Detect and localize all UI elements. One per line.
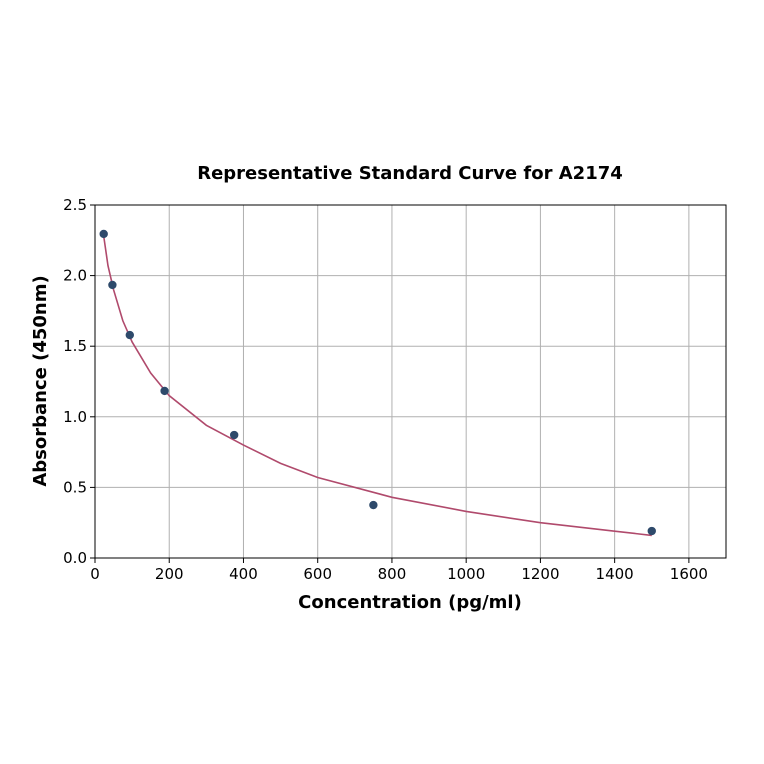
data-point bbox=[99, 229, 108, 239]
x-tick-label: 1200 bbox=[521, 565, 559, 583]
x-tick-label: 400 bbox=[229, 565, 258, 583]
plot-frame bbox=[94, 204, 727, 559]
ticks: 0 200 400 600 800 1000 1200 1400 1600 0.0 0.5 1.0 1.… bbox=[63, 196, 708, 583]
data-point bbox=[369, 500, 378, 510]
x-axis-label: Concentration (pg/ml) bbox=[298, 592, 522, 613]
y-tick-label: 0.0 bbox=[63, 549, 87, 567]
x-tick-label: 1600 bbox=[670, 565, 708, 583]
y-axis-label: Absorbance (450nm) bbox=[30, 275, 51, 486]
x-tick-label: 200 bbox=[155, 565, 184, 583]
y-tick-label: 1.5 bbox=[63, 337, 87, 355]
data-point bbox=[125, 330, 134, 340]
data-point bbox=[108, 280, 117, 290]
x-tick-label: 1400 bbox=[596, 565, 634, 583]
data-points bbox=[99, 229, 656, 536]
grid bbox=[94, 204, 726, 559]
y-tick-label: 0.5 bbox=[63, 478, 87, 496]
x-tick-label: 1000 bbox=[447, 565, 485, 583]
y-tick-label: 2.0 bbox=[63, 267, 87, 285]
y-tick-label: 1.0 bbox=[63, 408, 87, 426]
x-tick-label: 800 bbox=[378, 565, 407, 583]
chart-title: Representative Standard Curve for A2174 bbox=[197, 163, 623, 184]
fit-curve bbox=[102, 235, 652, 537]
x-tick-label: 600 bbox=[303, 565, 332, 583]
data-point bbox=[229, 430, 239, 440]
x-tick-label: 0 bbox=[90, 565, 100, 583]
data-point bbox=[647, 526, 656, 536]
data-point bbox=[160, 386, 169, 396]
y-tick-label: 2.5 bbox=[63, 196, 87, 214]
